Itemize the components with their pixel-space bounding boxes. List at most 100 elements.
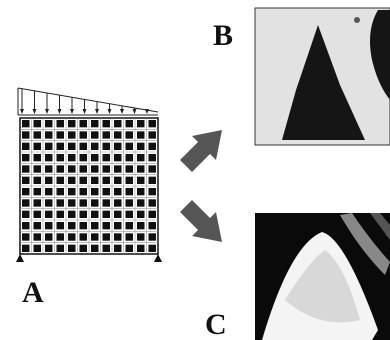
cell (68, 131, 76, 138)
cell (45, 165, 53, 172)
cell (91, 143, 99, 150)
cell (22, 222, 30, 229)
cell (103, 120, 111, 127)
cell (114, 233, 122, 240)
cell (34, 165, 42, 172)
cell (57, 154, 65, 161)
load-arrow-head (20, 109, 24, 114)
cell (45, 199, 53, 206)
cell (126, 177, 134, 184)
cell (45, 131, 53, 138)
cell (149, 154, 157, 161)
cell (126, 120, 134, 127)
cell (149, 177, 157, 184)
cell (114, 188, 122, 195)
cell (34, 188, 42, 195)
load-arrow-head (83, 109, 87, 114)
cell (103, 233, 111, 240)
cell (126, 222, 134, 229)
cell (91, 199, 99, 206)
cell (91, 165, 99, 172)
cell (103, 188, 111, 195)
cell (57, 143, 65, 150)
cell (137, 222, 145, 229)
cell (137, 199, 145, 206)
cell (114, 199, 122, 206)
cell (22, 165, 30, 172)
cell (103, 177, 111, 184)
cell (80, 143, 88, 150)
cell (149, 245, 157, 252)
cell (68, 199, 76, 206)
cell (91, 120, 99, 127)
cell (126, 188, 134, 195)
cell (57, 177, 65, 184)
cell (34, 211, 42, 218)
cell (22, 233, 30, 240)
cell (45, 222, 53, 229)
cell (45, 245, 53, 252)
cell (103, 143, 111, 150)
cell (68, 233, 76, 240)
load-arrow-head (45, 109, 49, 114)
cell (80, 245, 88, 252)
cell (45, 177, 53, 184)
cell (57, 222, 65, 229)
cell (57, 131, 65, 138)
cell (126, 143, 134, 150)
cell (137, 245, 145, 252)
cell (114, 154, 122, 161)
cell (149, 120, 157, 127)
cell (57, 199, 65, 206)
panel-label: B (213, 19, 233, 52)
cell (103, 222, 111, 229)
cell (126, 154, 134, 161)
cell (68, 188, 76, 195)
cell (34, 222, 42, 229)
cell (22, 211, 30, 218)
load (18, 88, 158, 115)
cell (126, 245, 134, 252)
cell (22, 177, 30, 184)
cell (149, 222, 157, 229)
cell (149, 199, 157, 206)
cell (137, 120, 145, 127)
cell (80, 165, 88, 172)
load-arrow-head (145, 109, 149, 114)
cell (22, 154, 30, 161)
cell (137, 188, 145, 195)
cell (68, 154, 76, 161)
load-arrow-head (33, 109, 37, 114)
support (154, 254, 162, 262)
cell (137, 131, 145, 138)
cell (68, 177, 76, 184)
cell (114, 143, 122, 150)
load-arrow-head (108, 109, 112, 114)
cell (114, 211, 122, 218)
cell (91, 131, 99, 138)
cell (80, 222, 88, 229)
cell (80, 233, 88, 240)
cell (80, 177, 88, 184)
cell (126, 165, 134, 172)
cell (22, 199, 30, 206)
cell (114, 165, 122, 172)
cell (103, 131, 111, 138)
load-arrow-head (120, 109, 124, 114)
cell (91, 233, 99, 240)
cell (91, 245, 99, 252)
cell (57, 211, 65, 218)
cell (57, 188, 65, 195)
cell (22, 131, 30, 138)
cell (22, 120, 30, 127)
cell (68, 165, 76, 172)
cell (34, 120, 42, 127)
cell (149, 233, 157, 240)
load-arrow-head (133, 109, 137, 114)
cell (34, 154, 42, 161)
cell (34, 177, 42, 184)
cell (68, 120, 76, 127)
cell (68, 245, 76, 252)
cell (103, 211, 111, 218)
panel-label: A (22, 276, 44, 309)
